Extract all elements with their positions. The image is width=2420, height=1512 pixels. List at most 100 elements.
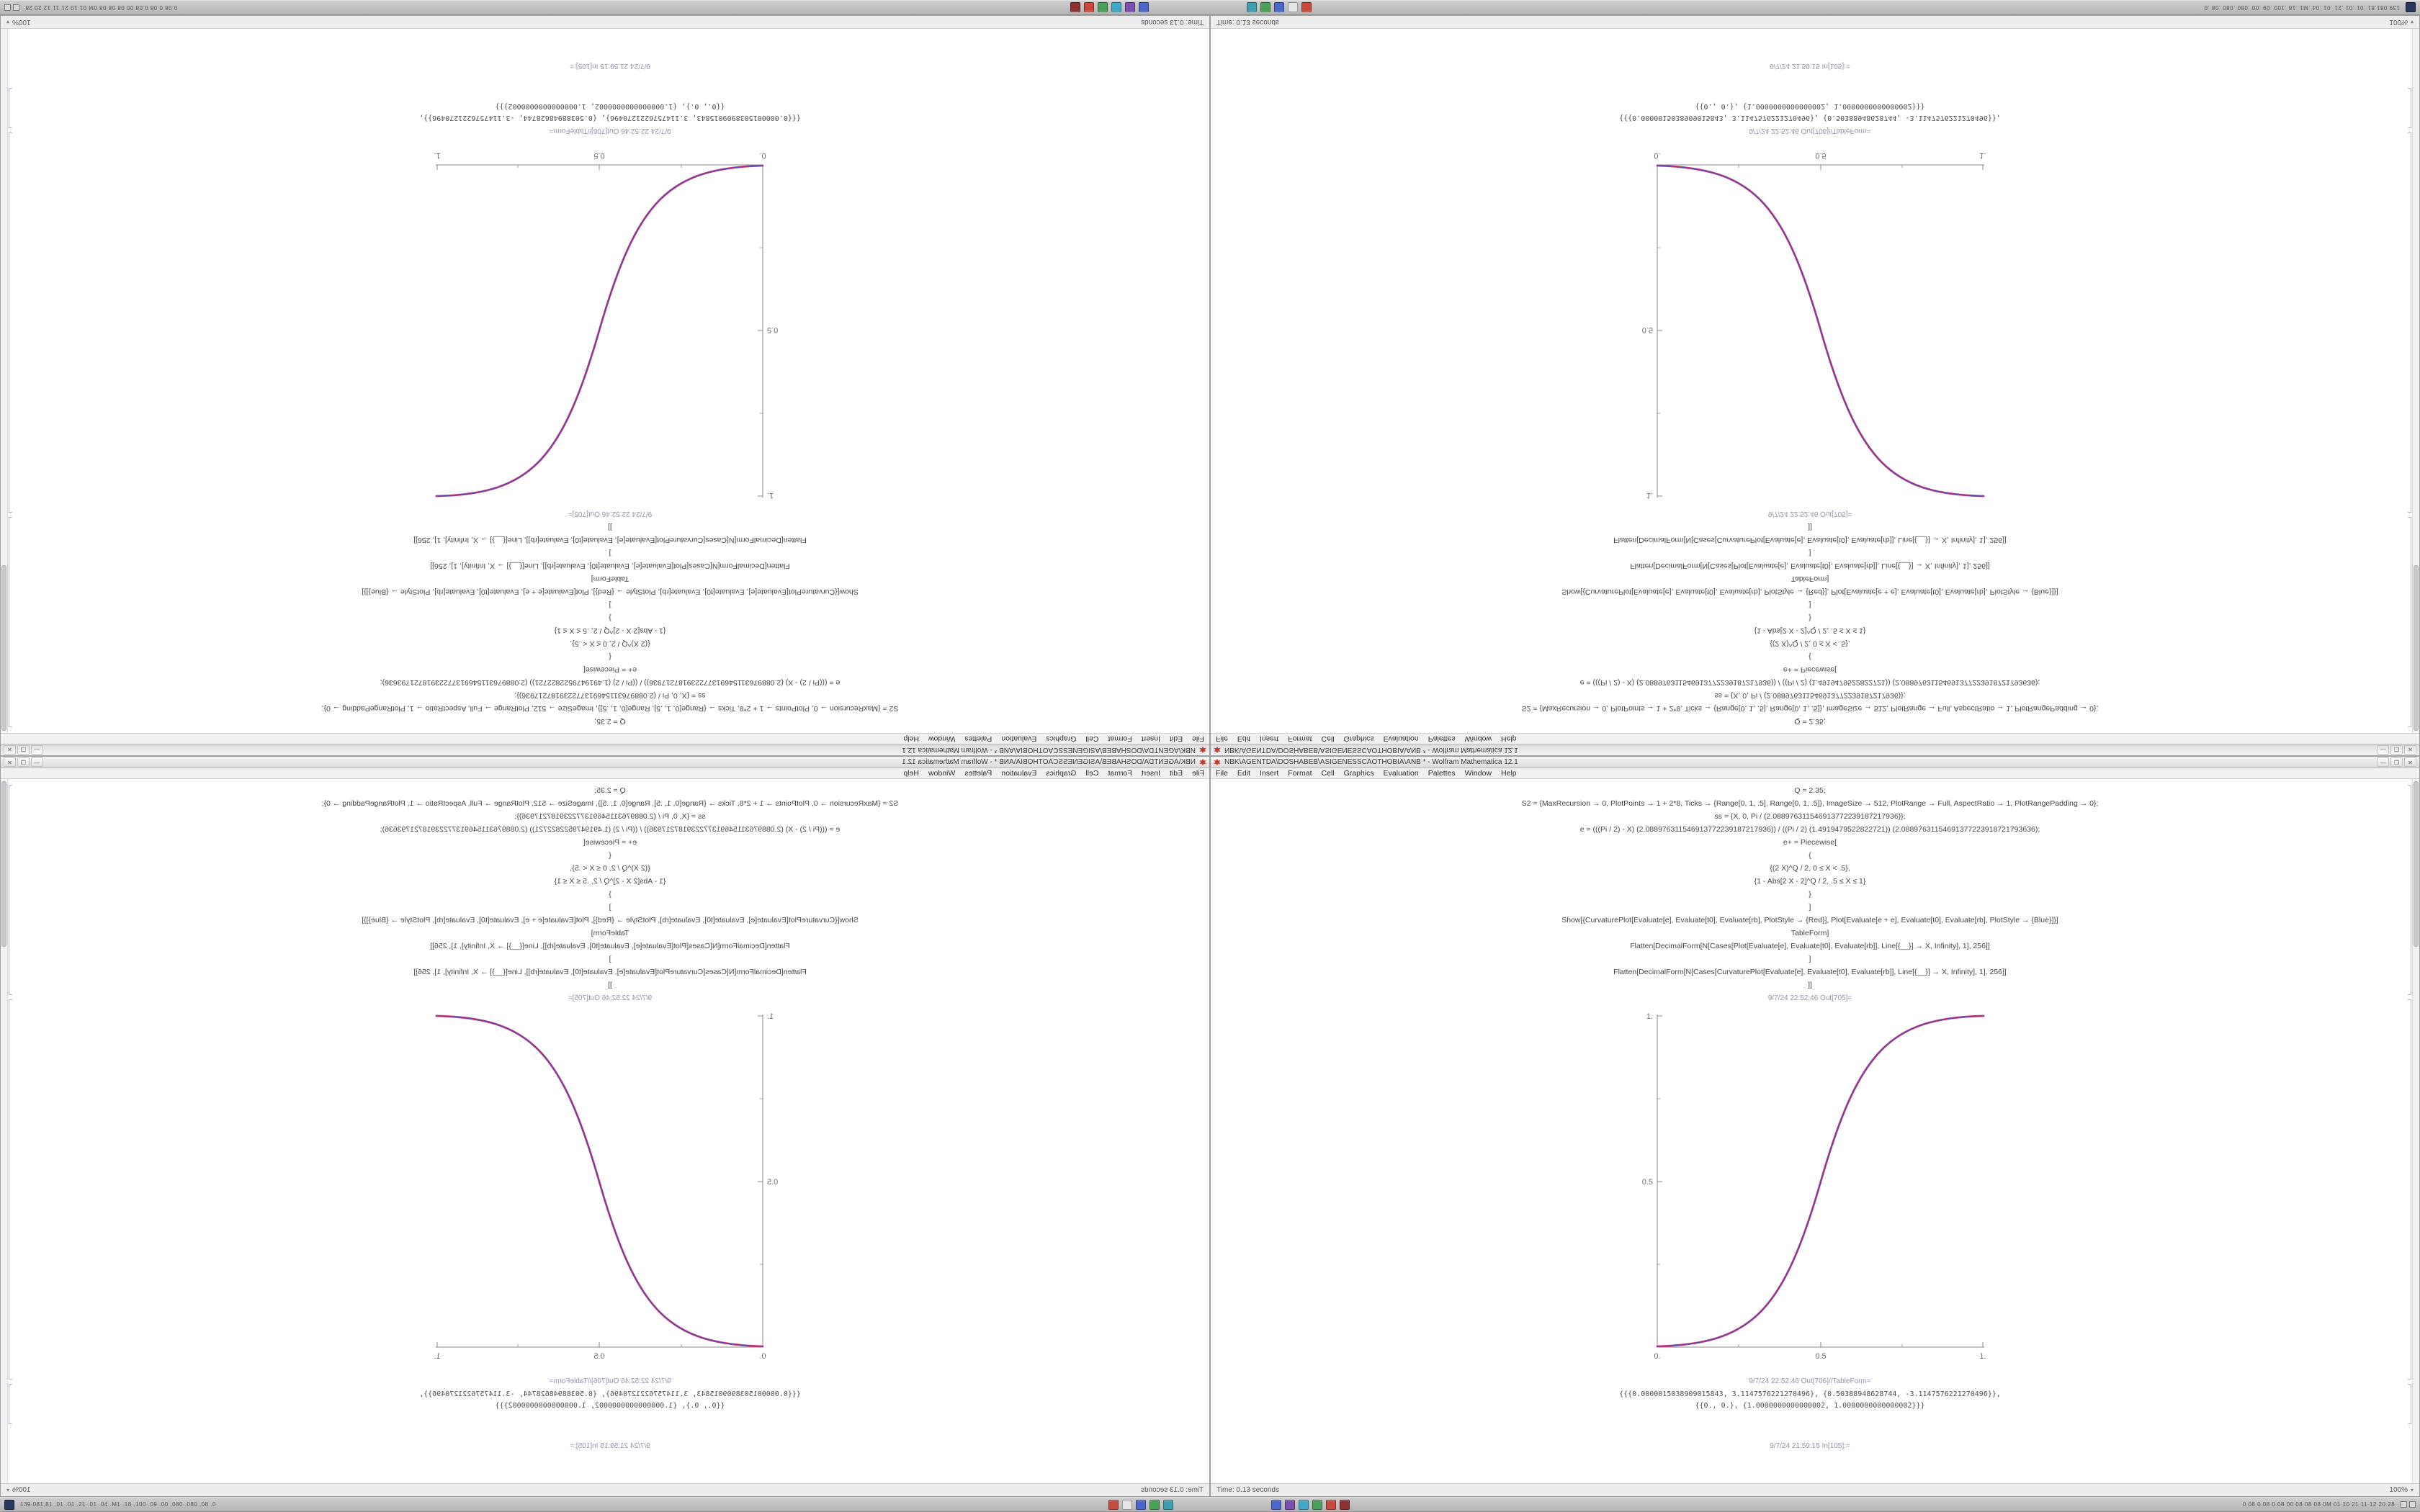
menu-palettes[interactable]: Palettes (964, 734, 992, 743)
input-code-line[interactable]: { (609, 851, 611, 860)
taskbar-app-icon[interactable] (1138, 2, 1149, 13)
taskbar-app-icon[interactable] (1097, 2, 1108, 13)
table-cell-bracket[interactable] (2408, 88, 2411, 128)
taskbar-app-icon[interactable] (1312, 1499, 1323, 1510)
input-code-line[interactable]: TableForm] (1791, 575, 1829, 583)
menu-graphics[interactable]: Graphics (1343, 734, 1374, 743)
input-code-line[interactable]: {(2 X)^Q / 2, 0 ≤ X < .5}, (570, 864, 650, 873)
taskbar-app-icon[interactable] (1083, 2, 1094, 13)
input-code-line[interactable]: ss = {X, 0, Pi / (2.08897631154691377223… (1714, 812, 1906, 821)
menu-cell[interactable]: Cell (1085, 734, 1099, 743)
taskbar-app-icon[interactable] (1136, 1499, 1147, 1510)
start-icon[interactable] (2406, 2, 2416, 13)
taskbar-app-icon[interactable] (1301, 2, 1312, 13)
close-button[interactable]: ✕ (2404, 745, 2416, 755)
menu-help[interactable]: Help (903, 769, 919, 778)
input-code-line[interactable]: e = (((Pi / 2) - X) (2.08897631154691377… (380, 825, 841, 834)
menu-evaluation[interactable]: Evaluation (1001, 769, 1037, 778)
input-code-line[interactable]: {1 - Abs[2 X - 2]^Q / 2, .5 ≤ X ≤ 1} (1754, 626, 1866, 635)
input-code-line[interactable]: Flatten[DecimalForm[N[Cases[CurvaturePlo… (1613, 968, 2007, 976)
input-code-line[interactable]: S2 = {MaxRecursion → 0, PlotPoints → 1 +… (1521, 704, 2099, 713)
taskbar-app-icon[interactable] (1260, 2, 1270, 13)
menu-edit[interactable]: Edit (1237, 734, 1251, 743)
input-code-line[interactable]: {1 - Abs[2 X - 2]^Q / 2, .5 ≤ X ≤ 1} (554, 877, 666, 886)
input-code-line[interactable]: ] (609, 955, 611, 963)
input-code-line[interactable]: e+ = Piecewise[ (583, 665, 637, 674)
input-code-line[interactable]: Show[{CurvaturePlot[Evaluate[e], Evaluat… (1561, 588, 2058, 596)
menu-window[interactable]: Window (928, 769, 956, 778)
input-code-line[interactable]: { (1809, 652, 1811, 661)
input-code-line[interactable]: ] (609, 549, 611, 557)
input-code-line[interactable]: Flatten[DecimalForm[N[Cases[Plot[Evaluat… (430, 942, 790, 950)
menu-insert[interactable]: Insert (1141, 769, 1160, 778)
taskbar-app-icon[interactable] (1124, 2, 1135, 13)
scrollbar-thumb[interactable] (2414, 565, 2419, 731)
menu-evaluation[interactable]: Evaluation (1383, 734, 1419, 743)
input-cell-bracket[interactable] (2408, 785, 2411, 995)
menu-edit[interactable]: Edit (1169, 734, 1183, 743)
taskbar-app-icon[interactable] (1070, 2, 1080, 13)
close-button[interactable]: ✕ (2404, 757, 2416, 767)
minimize-button[interactable]: — (2377, 757, 2389, 767)
title-bar[interactable]: NBK\AGENTDA\DOSHABEB\ASIGENESSCAOTHOBIA\… (1211, 744, 2419, 755)
zoom-level[interactable]: 100% (2389, 1486, 2408, 1494)
maximize-button[interactable]: ❐ (17, 757, 30, 767)
taskbar-app-icon[interactable] (1111, 2, 1121, 13)
input-cell-bracket[interactable] (9, 785, 12, 995)
start-icon[interactable] (4, 1499, 14, 1510)
input-code-line[interactable]: Show[{CurvaturePlot[Evaluate[e], Evaluat… (362, 916, 859, 924)
table-cell-bracket[interactable] (9, 1384, 12, 1424)
input-code-line[interactable]: { (1809, 851, 1811, 860)
title-bar[interactable]: NBK\AGENTDA\DOSHABEB\ASIGENESSCAOTHOBIA\… (1, 757, 1209, 768)
input-code-line[interactable]: {(2 X)^Q / 2, 0 ≤ X < .5}, (570, 639, 650, 648)
menu-evaluation[interactable]: Evaluation (1001, 734, 1037, 743)
taskbar-app-icon[interactable] (1326, 1499, 1337, 1510)
zoom-level[interactable]: 100% (2389, 18, 2408, 26)
maximize-button[interactable]: ❐ (2390, 757, 2403, 767)
chevron-down-icon[interactable]: ▾ (6, 19, 10, 25)
input-code-line[interactable]: e = (((Pi / 2) - X) (2.08897631154691377… (380, 678, 841, 687)
menu-format[interactable]: Format (1288, 734, 1312, 743)
taskbar-app-icon[interactable] (1163, 1499, 1174, 1510)
input-code-line[interactable]: {(2 X)^Q / 2, 0 ≤ X < .5}, (1770, 864, 1850, 873)
input-code-line[interactable]: } (609, 613, 611, 622)
zoom-level[interactable]: 100% (12, 1486, 31, 1494)
input-code-line[interactable]: } (1809, 613, 1811, 622)
chevron-down-icon[interactable]: ▾ (2410, 1487, 2414, 1493)
menu-file[interactable]: File (1192, 734, 1204, 743)
menu-graphics[interactable]: Graphics (1343, 769, 1374, 778)
plot-cell-bracket[interactable] (2408, 132, 2411, 513)
menu-graphics[interactable]: Graphics (1046, 769, 1077, 778)
input-code-line[interactable]: ss = {X, 0, Pi / (2.08897631154691377223… (1714, 691, 1906, 700)
input-code-line[interactable]: } (1809, 890, 1811, 899)
input-code-line[interactable]: Q = 2.35; (594, 786, 626, 795)
input-code-line[interactable]: Show[{CurvaturePlot[Evaluate[e], Evaluat… (1561, 916, 2058, 924)
input-cell-bracket[interactable] (9, 517, 12, 727)
input-code-line[interactable]: ss = {X, 0, Pi / (2.08897631154691377223… (514, 691, 706, 700)
menu-cell[interactable]: Cell (1321, 734, 1335, 743)
input-code-line[interactable]: Show[{CurvaturePlot[Evaluate[e], Evaluat… (362, 588, 859, 596)
menu-cell[interactable]: Cell (1321, 769, 1335, 778)
input-code-line[interactable]: e+ = Piecewise[ (583, 838, 637, 847)
input-code-line[interactable]: TableForm] (591, 929, 629, 937)
input-code-line[interactable]: ] (1809, 955, 1811, 963)
close-button[interactable]: ✕ (4, 745, 16, 755)
input-code-line[interactable]: TableForm] (1791, 929, 1829, 937)
table-cell-bracket[interactable] (2408, 1384, 2411, 1424)
maximize-button[interactable]: ❐ (17, 745, 30, 755)
scrollbar-thumb[interactable] (1, 565, 6, 731)
input-cell-bracket[interactable] (2408, 517, 2411, 727)
taskbar-app-icon[interactable] (1271, 1499, 1282, 1510)
menu-format[interactable]: Format (1108, 769, 1132, 778)
menu-insert[interactable]: Insert (1260, 734, 1279, 743)
close-button[interactable]: ✕ (4, 757, 16, 767)
maximize-button[interactable]: ❐ (2390, 745, 2403, 755)
input-code-line[interactable]: ] (1809, 549, 1811, 557)
notebook-content[interactable]: Q = 2.35; S2 = {MaxRecursion → 0, PlotPo… (1211, 779, 2419, 1483)
vertical-scrollbar[interactable] (2412, 29, 2419, 733)
input-code-line[interactable]: Q = 2.35; (1794, 786, 1826, 795)
vertical-scrollbar[interactable] (2412, 779, 2419, 1483)
taskbar-app-icon[interactable] (1150, 1499, 1160, 1510)
input-code-line[interactable]: ]] (608, 981, 612, 989)
notebook-content[interactable]: Q = 2.35; S2 = {MaxRecursion → 0, PlotPo… (1, 779, 1209, 1483)
